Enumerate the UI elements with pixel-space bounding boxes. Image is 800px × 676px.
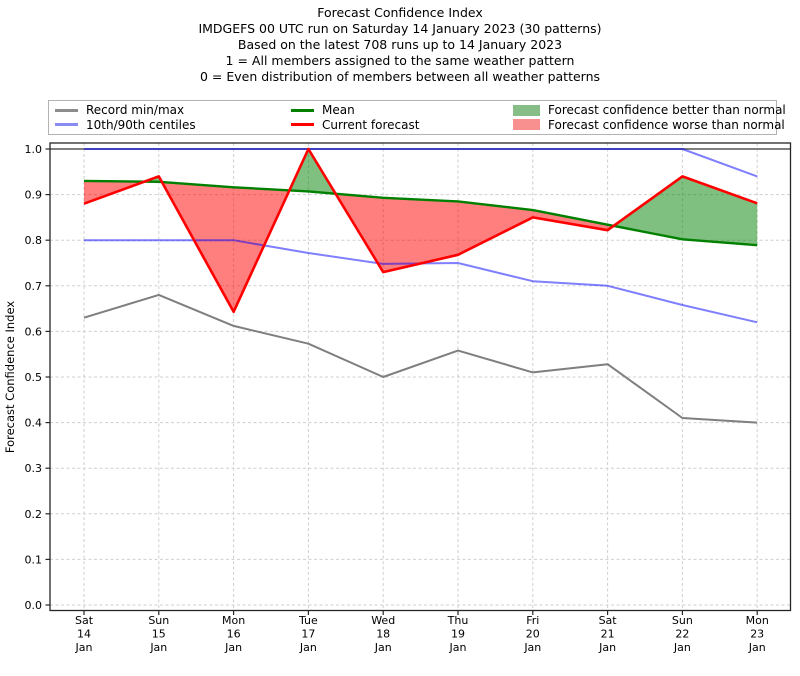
chart-subtitle-4: 0 = Even distribution of members between… [199, 69, 601, 84]
x-tick-label: Mon 16 Jan [222, 614, 245, 654]
legend-label: Record min/max [86, 103, 185, 118]
series-current [83, 147, 758, 314]
legend-line-swatch [55, 123, 78, 127]
y-axis: 0.0 0.1 0.2 0.3 0.4 0.5 0.6 0.7 0.8 0.9 1.0 [25, 143, 50, 612]
confidence-bands [84, 149, 758, 312]
legend-label: Mean [322, 103, 355, 118]
legend-item: Forecast confidence worse than normal [513, 118, 786, 132]
x-tick-label: Fri 20 Jan [523, 614, 541, 654]
y-tick-label: 0.4 [25, 417, 43, 430]
legend-line-swatch [55, 108, 78, 112]
legend-item: Mean [291, 103, 513, 117]
series-centile_90 [84, 148, 758, 178]
y-tick-label: 0.0 [25, 599, 43, 612]
y-tick-label: 0.6 [25, 325, 43, 338]
y-tick-label: 0.2 [25, 508, 43, 521]
legend-patch-swatch [513, 104, 540, 116]
y-tick-label: 0.5 [25, 371, 43, 384]
legend: Record min/max 10th/90th centiles Mean Curr… [48, 100, 786, 135]
y-tick-label: 0.7 [25, 280, 43, 293]
y-tick-label: 1.0 [25, 143, 43, 156]
x-tick-label: Sun 22 Jan [672, 614, 693, 654]
legend-label: Current forecast [322, 117, 420, 132]
chart-title: Forecast Confidence Index [317, 5, 483, 20]
legend-label: Forecast confidence worse than normal [548, 117, 785, 132]
legend-item: Record min/max [55, 103, 291, 117]
y-tick-label: 0.8 [25, 234, 43, 247]
chart-subtitle-3: 1 = All members assigned to the same wea… [225, 53, 575, 68]
chart-subtitle-2: Based on the latest 708 runs up to 14 Ja… [237, 37, 563, 52]
x-tick-label: Tue 17 Jan [298, 614, 318, 654]
legend-item: Current forecast [291, 118, 513, 132]
chart-header: Forecast Confidence Index IMDGEFS 00 UTC… [0, 5, 800, 85]
legend-patch-swatch [513, 119, 540, 131]
y-tick-label: 0.3 [25, 462, 43, 475]
x-tick-label: Sat 21 Jan [598, 614, 617, 654]
legend-line-swatch [291, 123, 314, 127]
x-tick-label: Mon 23 Jan [746, 614, 769, 654]
band-better-than-normal [613, 176, 758, 246]
legend-line-swatch [291, 108, 314, 112]
x-tick-label: Sun 15 Jan [148, 614, 169, 654]
legend-item: Forecast confidence better than normal [513, 103, 786, 117]
x-axis: Sat 14 Jan Sun 15 Jan Mon 16 Jan Tue 17 Jan Wed 18 Jan… [75, 610, 769, 654]
legend-label: Forecast confidence better than normal [548, 103, 786, 118]
y-tick-label: 0.1 [25, 553, 43, 566]
series-record_min [83, 293, 758, 424]
chart-subtitle-1: IMDGEFS 00 UTC run on Saturday 14 Januar… [198, 21, 602, 36]
x-tick-label: Wed 18 Jan [371, 614, 395, 654]
legend-item: 10th/90th centiles [55, 118, 291, 132]
series-lines [50, 147, 791, 424]
x-tick-label: Thu 19 Jan [447, 614, 469, 654]
x-tick-label: Sat 14 Jan [75, 614, 94, 654]
y-tick-label: 0.9 [25, 189, 43, 202]
y-axis-label: Forecast Confidence Index [3, 301, 17, 453]
legend-label: 10th/90th centiles [86, 117, 196, 132]
band-worse-than-normal [161, 182, 290, 312]
band-better-than-normal [289, 149, 336, 194]
series-mean [83, 179, 758, 247]
